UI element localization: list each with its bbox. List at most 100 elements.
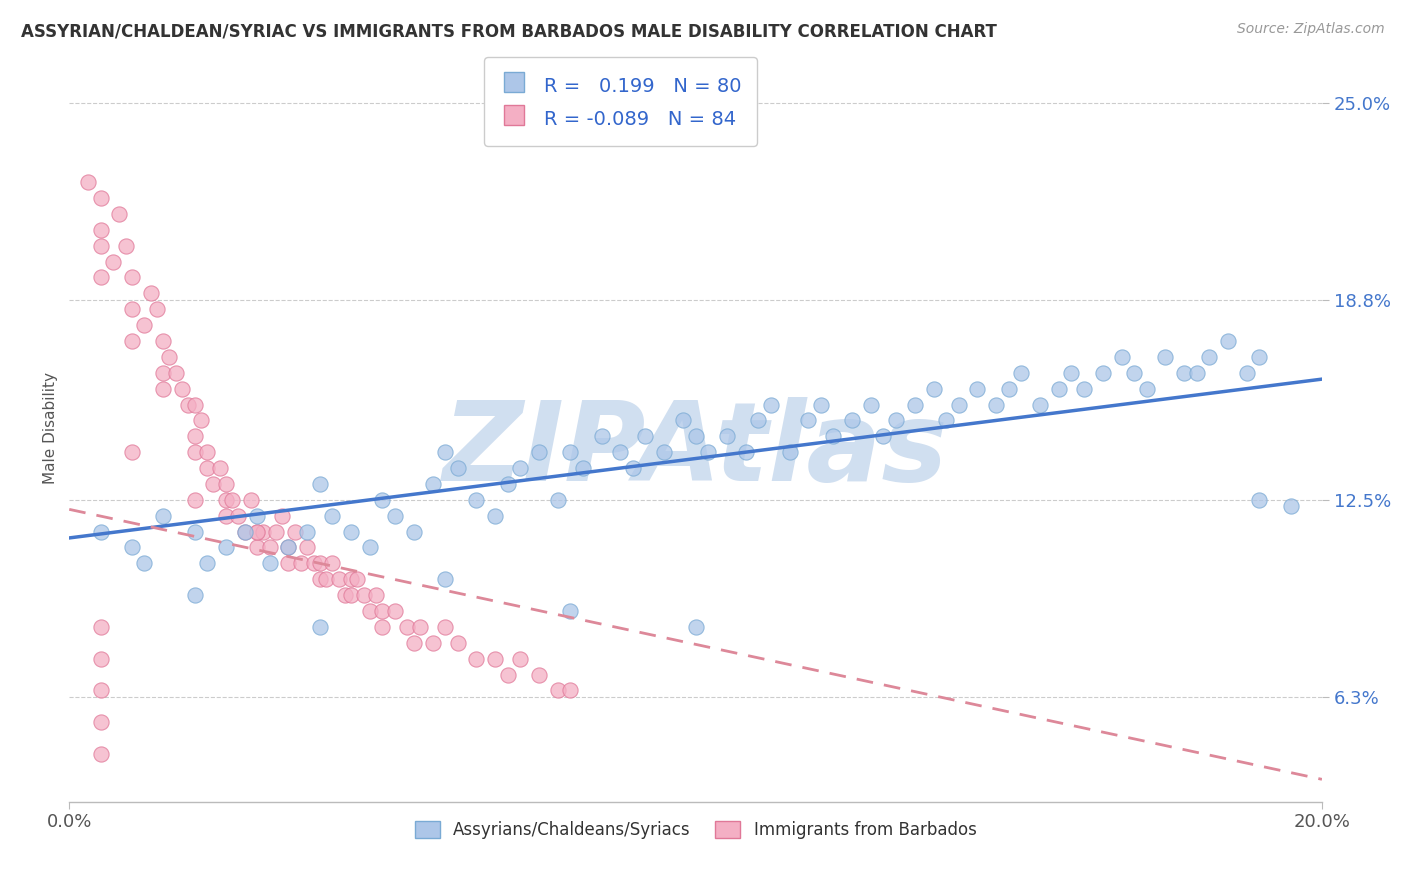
Point — [527, 445, 550, 459]
Text: ASSYRIAN/CHALDEAN/SYRIAC VS IMMIGRANTS FROM BARBADOS MALE DISABILITY CORRELATION: ASSYRIAN/CHALDEAN/SYRIAC VS IMMIGRANTS F… — [21, 22, 997, 40]
Point — [446, 461, 468, 475]
Point — [872, 429, 894, 443]
Point — [328, 572, 350, 586]
Point — [259, 541, 281, 555]
Point — [290, 557, 312, 571]
Point — [340, 524, 363, 539]
Point — [1198, 350, 1220, 364]
Point — [1060, 366, 1083, 380]
Point — [1249, 350, 1271, 364]
Point — [308, 477, 330, 491]
Point — [208, 461, 231, 475]
Point — [572, 461, 595, 475]
Point — [195, 461, 218, 475]
Point — [152, 334, 174, 348]
Point — [333, 588, 356, 602]
Point — [366, 588, 388, 602]
Point — [384, 508, 406, 523]
Point — [170, 382, 193, 396]
Point — [90, 524, 112, 539]
Point — [215, 492, 238, 507]
Point — [159, 350, 181, 364]
Point — [321, 508, 343, 523]
Point — [747, 413, 769, 427]
Point — [371, 620, 394, 634]
Point — [340, 572, 363, 586]
Point — [146, 302, 169, 317]
Point — [634, 429, 657, 443]
Point — [409, 620, 432, 634]
Point — [353, 588, 375, 602]
Point — [239, 492, 262, 507]
Point — [221, 492, 243, 507]
Point — [101, 254, 124, 268]
Point — [1073, 382, 1095, 396]
Point — [90, 651, 112, 665]
Point — [797, 413, 820, 427]
Point — [139, 286, 162, 301]
Point — [264, 524, 287, 539]
Point — [685, 620, 707, 634]
Point — [183, 492, 205, 507]
Point — [277, 557, 299, 571]
Point — [986, 398, 1008, 412]
Point — [246, 524, 269, 539]
Point — [228, 508, 250, 523]
Point — [1173, 366, 1195, 380]
Point — [114, 238, 136, 252]
Point — [1236, 366, 1258, 380]
Point — [935, 413, 957, 427]
Point — [1047, 382, 1070, 396]
Point — [434, 445, 457, 459]
Point — [308, 557, 330, 571]
Point — [215, 477, 238, 491]
Point — [759, 398, 782, 412]
Point — [734, 445, 756, 459]
Point — [465, 492, 488, 507]
Point — [183, 524, 205, 539]
Point — [359, 541, 381, 555]
Point — [90, 620, 112, 634]
Point — [215, 541, 238, 555]
Point — [302, 557, 325, 571]
Text: ZIPAtlas: ZIPAtlas — [443, 397, 948, 504]
Point — [1249, 492, 1271, 507]
Point — [297, 541, 319, 555]
Point — [90, 715, 112, 730]
Point — [346, 572, 368, 586]
Point — [308, 572, 330, 586]
Point — [121, 334, 143, 348]
Point — [685, 429, 707, 443]
Point — [121, 270, 143, 285]
Point — [277, 541, 299, 555]
Point — [297, 524, 319, 539]
Point — [246, 508, 269, 523]
Point — [402, 636, 425, 650]
Point — [716, 429, 738, 443]
Point — [922, 382, 945, 396]
Point — [422, 636, 444, 650]
Point — [672, 413, 695, 427]
Point — [215, 508, 238, 523]
Point — [422, 477, 444, 491]
Point — [121, 445, 143, 459]
Point — [359, 604, 381, 618]
Point — [1010, 366, 1032, 380]
Point — [177, 398, 200, 412]
Point — [195, 557, 218, 571]
Point — [152, 366, 174, 380]
Point — [527, 667, 550, 681]
Point — [90, 223, 112, 237]
Point — [884, 413, 907, 427]
Point — [1216, 334, 1239, 348]
Point — [652, 445, 675, 459]
Point — [152, 508, 174, 523]
Point — [90, 238, 112, 252]
Point — [284, 524, 307, 539]
Point — [134, 318, 156, 332]
Point — [484, 651, 506, 665]
Point — [121, 302, 143, 317]
Point — [183, 445, 205, 459]
Point — [841, 413, 863, 427]
Point — [560, 604, 582, 618]
